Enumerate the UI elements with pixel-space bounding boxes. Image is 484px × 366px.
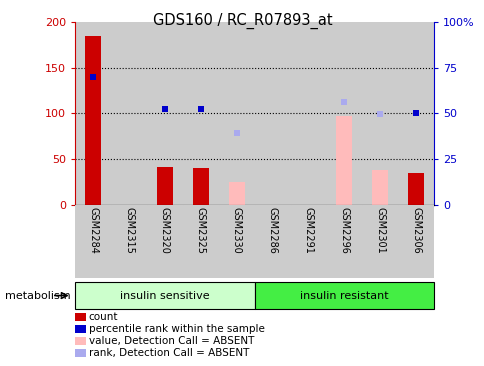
Text: GSM2330: GSM2330	[231, 207, 241, 254]
Bar	[147, 205, 182, 278]
Bar	[182, 205, 218, 278]
Bar	[290, 205, 326, 278]
Bar	[407, 173, 424, 205]
Bar	[192, 168, 209, 205]
Bar	[335, 116, 352, 205]
Bar	[290, 22, 326, 205]
Bar	[156, 167, 173, 205]
Text: GSM2306: GSM2306	[410, 207, 420, 254]
Text: GSM2296: GSM2296	[339, 207, 348, 254]
Bar	[85, 36, 101, 205]
Text: count: count	[89, 311, 118, 322]
Bar	[326, 205, 362, 278]
Bar	[228, 182, 244, 205]
Bar	[254, 205, 290, 278]
Text: GSM2291: GSM2291	[303, 207, 313, 254]
Bar	[111, 205, 147, 278]
Text: GSM2301: GSM2301	[375, 207, 384, 254]
Text: value, Detection Call = ABSENT: value, Detection Call = ABSENT	[89, 336, 254, 346]
Bar	[397, 205, 433, 278]
Text: metabolism: metabolism	[5, 291, 70, 300]
Bar	[218, 22, 254, 205]
Bar	[254, 282, 433, 309]
Text: GSM2325: GSM2325	[196, 207, 205, 254]
Text: GSM2315: GSM2315	[124, 207, 134, 254]
Bar	[362, 22, 397, 205]
Bar	[397, 22, 433, 205]
Text: rank, Detection Call = ABSENT: rank, Detection Call = ABSENT	[89, 348, 249, 358]
Text: insulin sensitive: insulin sensitive	[120, 291, 209, 300]
Bar	[371, 170, 388, 205]
Text: insulin resistant: insulin resistant	[300, 291, 388, 300]
Bar	[75, 22, 111, 205]
Bar	[362, 205, 397, 278]
Bar	[182, 22, 218, 205]
Bar	[147, 22, 182, 205]
Bar	[254, 22, 290, 205]
Text: GSM2284: GSM2284	[88, 207, 98, 254]
Text: GSM2320: GSM2320	[160, 207, 169, 254]
Bar	[75, 205, 111, 278]
Text: GDS160 / RC_R07893_at: GDS160 / RC_R07893_at	[152, 13, 332, 29]
Text: percentile rank within the sample: percentile rank within the sample	[89, 324, 264, 334]
Bar	[326, 22, 362, 205]
Bar	[218, 205, 254, 278]
Bar	[111, 22, 147, 205]
Text: GSM2286: GSM2286	[267, 207, 277, 254]
Bar	[75, 282, 254, 309]
